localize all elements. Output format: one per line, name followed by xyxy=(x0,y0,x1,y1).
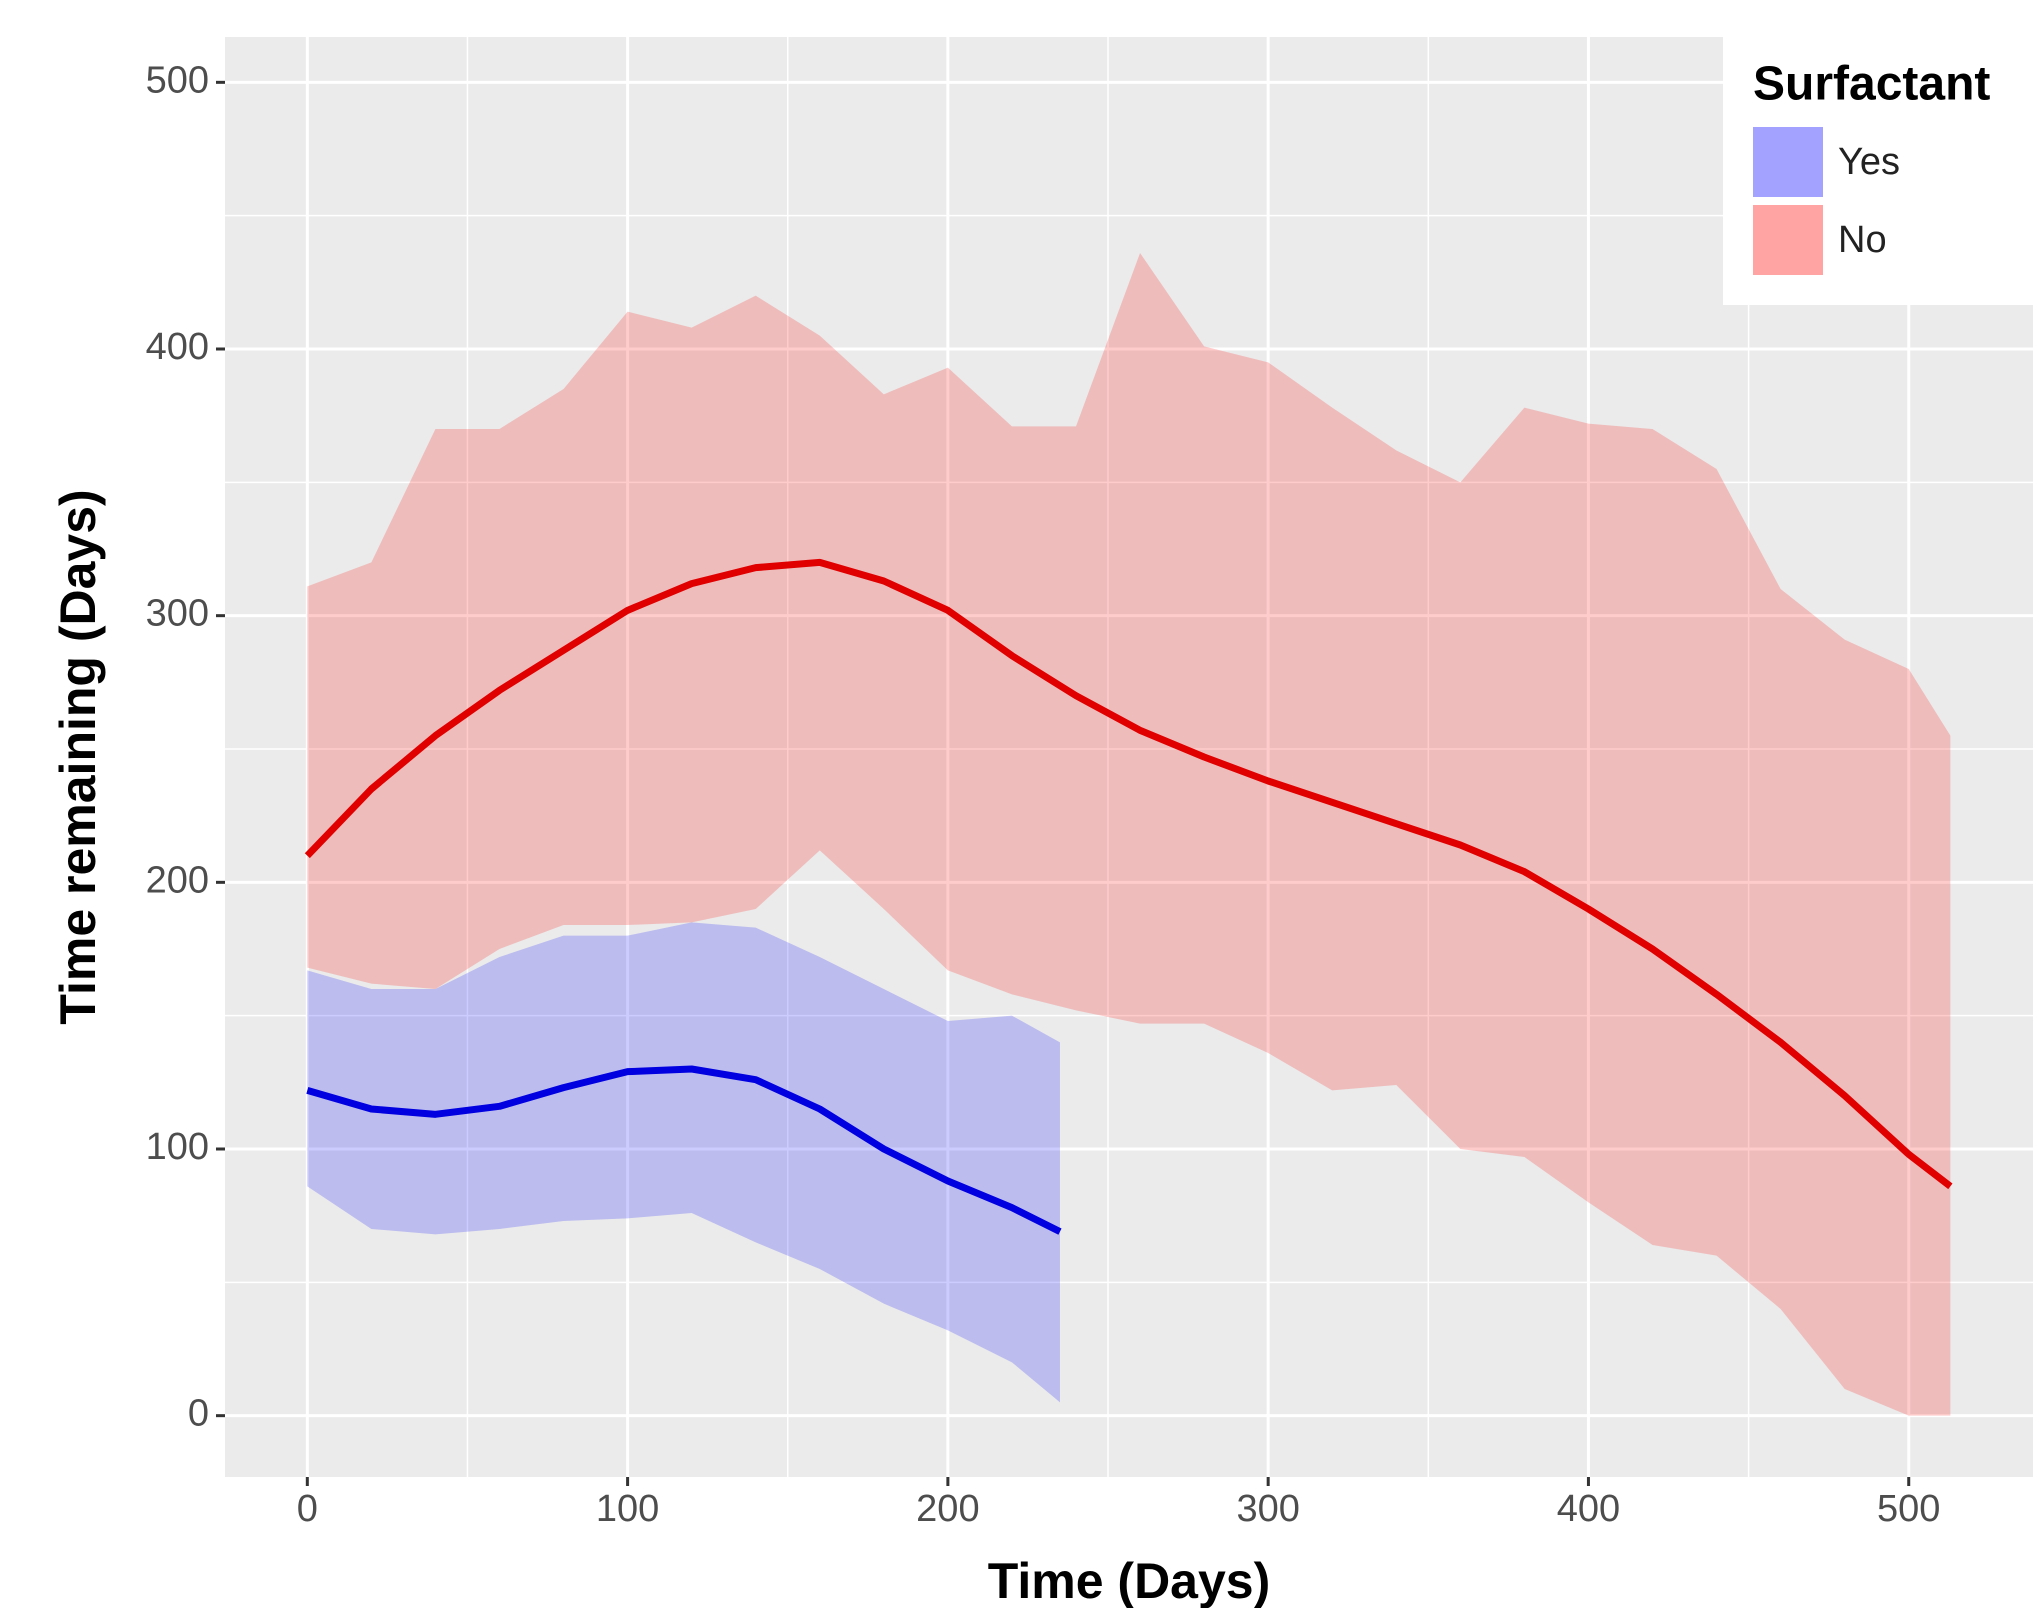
legend-key xyxy=(1753,205,1823,275)
legend-key xyxy=(1753,127,1823,197)
y-tick-label: 300 xyxy=(146,593,209,635)
legend-label: No xyxy=(1838,219,1887,261)
x-tick-label: 500 xyxy=(1877,1488,1940,1530)
y-axis-title: Time remaining (Days) xyxy=(50,489,106,1024)
y-tick-label: 400 xyxy=(146,326,209,368)
x-tick-label: 200 xyxy=(916,1488,979,1530)
x-tick-label: 0 xyxy=(297,1488,318,1530)
legend-key xyxy=(1753,205,1823,275)
x-tick-label: 300 xyxy=(1236,1488,1299,1530)
y-tick-label: 100 xyxy=(146,1126,209,1168)
legend-key-bg xyxy=(1753,127,1823,197)
x-tick-label: 100 xyxy=(596,1488,659,1530)
ribbon xyxy=(307,253,1951,1416)
y-tick-label: 0 xyxy=(188,1393,209,1435)
legend-label: Yes xyxy=(1838,141,1900,183)
x-axis-title: Time (Days) xyxy=(988,1553,1271,1608)
line xyxy=(306,1065,1062,1235)
legend-key xyxy=(1753,127,1823,197)
y-tick-label: 200 xyxy=(146,859,209,901)
legend-title: Surfactant xyxy=(1753,58,1990,111)
legend: Surfactant Yes No xyxy=(1723,37,2039,305)
x-tick-label: 400 xyxy=(1557,1488,1620,1530)
line xyxy=(304,558,1953,1190)
y-tick-label: 500 xyxy=(146,59,209,101)
legend-key-bg xyxy=(1753,205,1823,275)
ribbon xyxy=(307,922,1060,1403)
